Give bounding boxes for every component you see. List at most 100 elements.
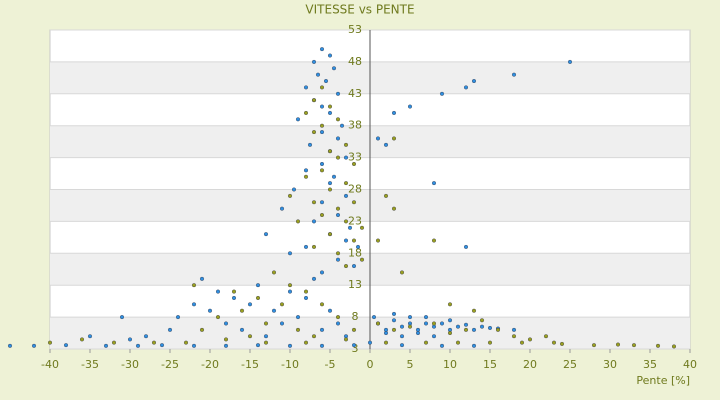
point: [264, 334, 269, 339]
point: [328, 110, 333, 115]
point: [288, 343, 293, 348]
point: [328, 53, 333, 58]
point: [288, 283, 293, 288]
point: [512, 327, 517, 332]
point: [352, 200, 357, 205]
point: [376, 321, 381, 326]
point: [432, 321, 437, 326]
point: [336, 213, 341, 218]
point: [344, 219, 349, 224]
point: [63, 343, 68, 348]
y-tick-label: 43: [348, 87, 362, 100]
point: [348, 225, 353, 230]
point: [344, 181, 349, 186]
point: [336, 155, 341, 160]
x-tick-label: -15: [241, 358, 259, 371]
point: [223, 343, 228, 348]
point: [344, 193, 349, 198]
point: [376, 238, 381, 243]
point: [544, 334, 549, 339]
point: [304, 110, 309, 115]
point: [392, 110, 397, 115]
point: [312, 219, 317, 224]
y-tick-label: 33: [348, 151, 362, 164]
x-tick-label: 15: [483, 358, 497, 371]
point: [87, 334, 92, 339]
x-tick-label: -10: [281, 358, 299, 371]
point: [320, 104, 325, 109]
x-tick-label: 40: [683, 358, 697, 371]
point: [336, 91, 341, 96]
point: [336, 136, 341, 141]
point: [392, 311, 397, 316]
point: [336, 206, 341, 211]
x-tick-label: 35: [643, 358, 657, 371]
point: [440, 343, 445, 348]
point: [320, 85, 325, 90]
point: [488, 325, 493, 330]
point: [79, 337, 84, 342]
x-tick-label: -35: [81, 358, 99, 371]
point: [304, 244, 309, 249]
point: [472, 343, 477, 348]
point: [292, 187, 297, 192]
point: [320, 270, 325, 275]
point: [231, 295, 236, 300]
point: [264, 232, 269, 237]
y-tick-label: 38: [348, 119, 362, 132]
point: [672, 344, 677, 349]
point: [312, 98, 317, 103]
point: [304, 85, 309, 90]
point: [320, 47, 325, 52]
point: [448, 331, 453, 336]
x-tick-label: 30: [603, 358, 617, 371]
point: [256, 295, 261, 300]
point: [392, 318, 397, 323]
point: [344, 142, 349, 147]
point: [32, 343, 37, 348]
point: [352, 343, 357, 348]
point: [328, 187, 333, 192]
point: [288, 289, 293, 294]
point: [336, 257, 341, 262]
point: [239, 308, 244, 313]
point: [119, 315, 124, 320]
x-tick-label: 5: [407, 358, 414, 371]
x-tick-label: -20: [201, 358, 219, 371]
point: [304, 295, 309, 300]
point: [332, 66, 337, 71]
point: [340, 123, 345, 128]
point: [432, 181, 437, 186]
point: [464, 244, 469, 249]
point: [616, 342, 621, 347]
point: [352, 161, 357, 166]
point: [320, 327, 325, 332]
point: [368, 340, 373, 345]
point: [392, 327, 397, 332]
point: [560, 341, 565, 346]
point: [632, 343, 637, 348]
point: [328, 232, 333, 237]
point: [127, 337, 132, 342]
point: [400, 270, 405, 275]
point: [360, 225, 365, 230]
point: [256, 343, 261, 348]
point: [336, 315, 341, 320]
point: [464, 322, 469, 327]
point: [320, 161, 325, 166]
point: [312, 276, 317, 281]
point: [239, 327, 244, 332]
point: [464, 85, 469, 90]
point: [384, 142, 389, 147]
point: [344, 238, 349, 243]
point: [48, 340, 53, 345]
point: [592, 343, 597, 348]
point: [320, 200, 325, 205]
point: [456, 340, 461, 345]
point: [264, 321, 269, 326]
point: [191, 302, 196, 307]
point: [408, 104, 413, 109]
point: [352, 327, 357, 332]
point: [512, 72, 517, 77]
